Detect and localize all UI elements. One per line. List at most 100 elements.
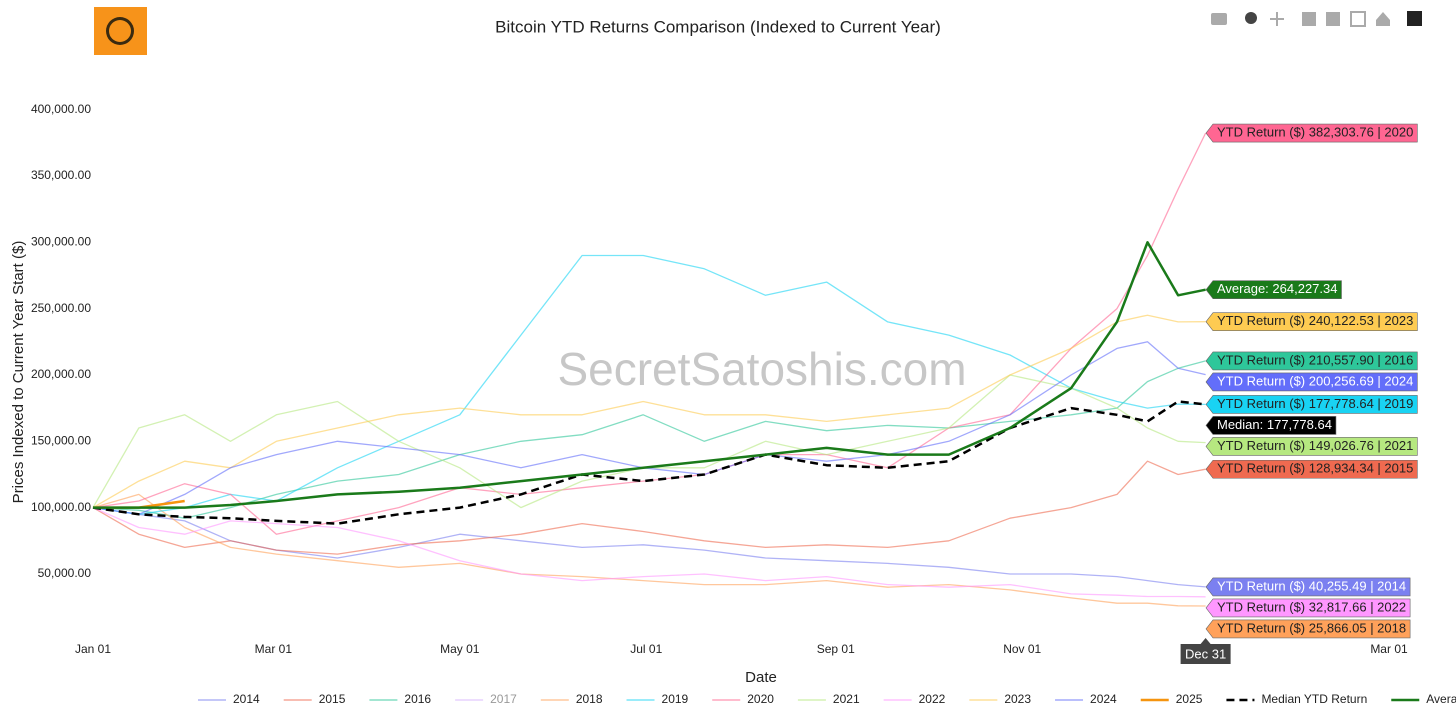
x-tick-label: Jul 01	[630, 642, 662, 656]
zoom-icon[interactable]	[1245, 12, 1257, 24]
end-label-text: YTD Return ($) 210,557.90 | 2016	[1217, 352, 1413, 367]
end-label: YTD Return ($) 40,255.49 | 2014	[1205, 577, 1411, 597]
legend-label: Average YTD Return	[1426, 692, 1456, 706]
x-hover-box	[1180, 644, 1231, 664]
end-label-text: YTD Return ($) 240,122.53 | 2023	[1217, 313, 1413, 328]
end-label: YTD Return ($) 25,866.05 | 2018	[1205, 619, 1411, 639]
y-tick-label: 400,000.00	[31, 102, 91, 116]
end-label-text: YTD Return ($) 177,778.64 | 2019	[1217, 396, 1413, 411]
plotly-icon[interactable]	[1407, 11, 1422, 26]
y-tick-label: 350,000.00	[31, 168, 91, 182]
legend-item[interactable]: Median YTD Return	[1226, 692, 1367, 706]
legend-item[interactable]: 2018	[540, 692, 603, 706]
x-axis-title: Date	[745, 669, 777, 686]
end-label-box	[1205, 437, 1418, 456]
series-line	[92, 493, 1206, 607]
legend-item[interactable]: 2020	[712, 692, 774, 706]
legend-item[interactable]: 2024	[1055, 692, 1117, 706]
x-tick-label: Sep 01	[817, 642, 855, 656]
end-label-box	[1205, 312, 1418, 332]
chart-title: Bitcoin YTD Returns Comparison (Indexed …	[495, 17, 941, 36]
y-tick-label: 50,000.00	[38, 566, 92, 580]
end-label-text: Average: 264,227.34	[1217, 281, 1337, 296]
y-axis-title: Prices Indexed to Current Year Start ($)	[10, 241, 27, 504]
end-label-text: YTD Return ($) 382,303.76 | 2020	[1217, 125, 1413, 140]
series-line	[92, 507, 1206, 598]
end-label: Average: 264,227.34	[1205, 280, 1342, 300]
legend-item[interactable]: 2016	[369, 692, 431, 706]
legend-item[interactable]: 2014	[198, 692, 260, 706]
end-label-text: YTD Return ($) 40,255.49 | 2014	[1217, 578, 1406, 593]
legend-item[interactable]: 2025	[1140, 692, 1203, 706]
end-label-box	[1205, 280, 1342, 300]
end-label: YTD Return ($) 382,303.76 | 2020	[1205, 123, 1418, 143]
series-line	[92, 360, 1206, 519]
pan-icon[interactable]	[1270, 12, 1284, 26]
y-tick-label: 200,000.00	[31, 367, 91, 381]
legend-item[interactable]: 2021	[797, 692, 860, 706]
legend-item[interactable]: 2017	[455, 692, 517, 706]
series-line	[92, 314, 1206, 509]
legend-label: 2022	[919, 692, 946, 706]
legend-item[interactable]: 2015	[283, 692, 346, 706]
end-label: YTD Return ($) 240,122.53 | 2023	[1205, 312, 1418, 332]
legend-item[interactable]: 2019	[626, 692, 689, 706]
y-tick-label: 300,000.00	[31, 234, 91, 248]
y-tick-label: 100,000.00	[31, 500, 91, 514]
legend-label: 2016	[404, 692, 431, 706]
legend-label: 2020	[747, 692, 774, 706]
x-hover-label: Dec 31	[1185, 646, 1226, 661]
legend-label: 2025	[1176, 692, 1203, 706]
legend-label: 2017	[490, 692, 517, 706]
legend-label: 2021	[833, 692, 860, 706]
legend-label: 2015	[319, 692, 346, 706]
end-label-text: YTD Return ($) 149,026.76 | 2021	[1217, 438, 1413, 453]
end-label-text: YTD Return ($) 128,934.34 | 2015	[1217, 461, 1413, 476]
series-line	[92, 460, 1206, 555]
legend-label: Median YTD Return	[1261, 692, 1367, 706]
end-label-box	[1205, 372, 1418, 392]
end-label-box	[1205, 123, 1418, 143]
end-label: YTD Return ($) 32,817.66 | 2022	[1205, 598, 1411, 618]
x-tick-label: Mar 01	[255, 642, 293, 656]
x-tick-label: Nov 01	[1003, 642, 1041, 656]
watermark: SecretSatoshis.com	[557, 343, 966, 395]
series-line	[92, 374, 1206, 509]
end-label-box	[1205, 395, 1418, 414]
end-label-text: YTD Return ($) 25,866.05 | 2018	[1217, 620, 1406, 635]
series-line	[92, 341, 1206, 515]
zoom-out-icon[interactable]	[1326, 12, 1340, 26]
legend-label: 2023	[1004, 692, 1031, 706]
legend-item[interactable]: Average YTD Return	[1391, 692, 1456, 706]
y-tick-label: 250,000.00	[31, 301, 91, 315]
y-tick-label: 150,000.00	[31, 433, 91, 447]
x-tick-label: Jan 01	[75, 642, 111, 656]
end-label-text: Median: 177,778.64	[1217, 417, 1332, 432]
toolbar	[1211, 11, 1422, 27]
legend-label: 2019	[662, 692, 689, 706]
series-line	[93, 241, 1206, 509]
legend-label: 2024	[1090, 692, 1117, 706]
series-line	[92, 400, 1206, 525]
end-label-box	[1205, 459, 1418, 479]
reset-icon[interactable]	[1376, 12, 1390, 26]
end-label: YTD Return ($) 210,557.90 | 2016	[1205, 351, 1418, 371]
legend-item[interactable]: 2023	[969, 692, 1031, 706]
end-label-text: YTD Return ($) 32,817.66 | 2022	[1217, 599, 1406, 614]
end-label: YTD Return ($) 177,778.64 | 2019	[1205, 395, 1418, 414]
end-label-text: YTD Return ($) 200,256.69 | 2024	[1217, 373, 1413, 388]
camera-icon[interactable]	[1211, 13, 1227, 25]
autoscale-icon[interactable]	[1350, 11, 1366, 27]
end-label-box	[1205, 619, 1411, 639]
end-label-box	[1205, 351, 1418, 371]
logo-face-inner	[109, 20, 131, 42]
x-tick-label: Mar 01	[1370, 642, 1408, 656]
end-label: Median: 177,778.64	[1205, 416, 1337, 435]
zoom-in-icon[interactable]	[1302, 12, 1316, 26]
end-label: YTD Return ($) 149,026.76 | 2021	[1205, 437, 1418, 456]
end-label-box	[1205, 598, 1411, 618]
legend-label: 2018	[576, 692, 603, 706]
x-hover-arrow	[1200, 638, 1211, 644]
legend-item[interactable]: 2022	[883, 692, 946, 706]
